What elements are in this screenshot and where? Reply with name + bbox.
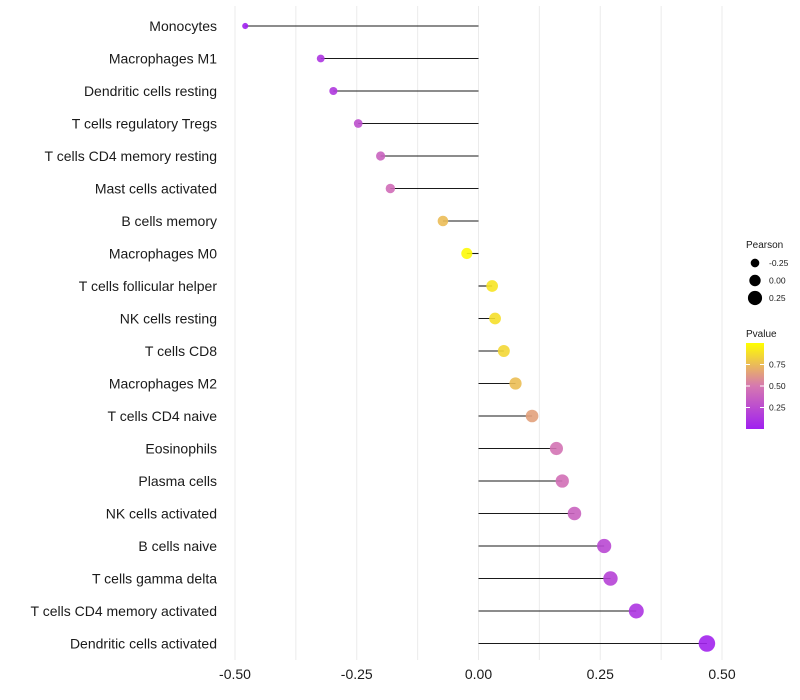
point — [376, 151, 386, 161]
point — [385, 183, 396, 194]
point — [353, 119, 363, 128]
point — [603, 571, 618, 586]
y-tick-label: Macrophages M1 — [109, 51, 217, 67]
legend-size-items: -0.25 0.00 0.25 — [747, 258, 789, 306]
y-tick-label: B cells memory — [121, 213, 217, 229]
point — [497, 345, 510, 357]
legend-size-title: Pearson — [746, 240, 783, 251]
y-tick-label: T cells CD4 memory resting — [45, 148, 217, 164]
legend-size-key — [749, 274, 761, 287]
y-tick-label: T cells CD4 memory activated — [31, 603, 217, 619]
y-tick-label: Plasma cells — [138, 473, 217, 489]
legend-color-label: 0.50 — [769, 381, 786, 391]
legend-color-label: 0.75 — [769, 360, 786, 370]
y-tick-label: Macrophages M0 — [109, 246, 217, 262]
legend-colorbar — [746, 343, 764, 429]
x-axis-labels: -0.50 -0.25 0.00 0.25 0.50 — [219, 666, 736, 682]
legend-size-label: 0.25 — [769, 293, 786, 303]
y-tick-label: T cells CD4 naive — [108, 408, 218, 424]
y-axis-labels: Monocytes Macrophages M1 Dendritic cells r… — [31, 18, 218, 652]
y-tick-label: NK cells resting — [120, 311, 217, 327]
y-tick-label: NK cells activated — [106, 506, 217, 522]
y-tick-label: Macrophages M2 — [109, 376, 217, 392]
legend: Pearson -0.25 0.00 0.25 Pvalue 0.75 0.50 0.2… — [746, 240, 789, 429]
y-tick-label: Dendritic cells resting — [84, 83, 217, 99]
y-tick-label: B cells naive — [138, 538, 217, 554]
point — [242, 22, 249, 30]
point — [698, 635, 716, 652]
point — [525, 409, 539, 423]
legend-color-ticks: 0.75 0.50 0.25 — [746, 360, 786, 413]
y-tick-label: Mast cells activated — [95, 181, 217, 197]
point — [555, 474, 569, 488]
legend-size-key — [750, 258, 760, 268]
grid-lines — [234, 6, 723, 660]
point — [567, 506, 582, 521]
legend-size-key — [747, 290, 763, 306]
y-tick-label: Dendritic cells activated — [70, 636, 217, 652]
x-tick-label: 0.00 — [465, 666, 492, 682]
stems — [245, 25, 707, 645]
y-tick-label: T cells CD8 — [145, 343, 217, 359]
legend-color-title: Pvalue — [746, 329, 777, 340]
x-tick-label: 0.50 — [708, 666, 735, 682]
legend-size-label: -0.25 — [769, 258, 789, 268]
point — [628, 603, 644, 619]
x-tick-label: 0.25 — [587, 666, 614, 682]
x-tick-label: -0.25 — [341, 666, 373, 682]
legend-color-label: 0.25 — [769, 403, 786, 413]
y-tick-label: T cells gamma delta — [92, 571, 217, 587]
x-tick-label: -0.50 — [219, 666, 251, 682]
points — [242, 22, 716, 652]
point — [486, 280, 498, 292]
point — [329, 86, 338, 96]
y-tick-label: Monocytes — [149, 18, 217, 34]
point — [316, 54, 325, 63]
point — [437, 215, 449, 227]
y-tick-label: T cells regulatory Tregs — [72, 116, 217, 132]
point — [489, 312, 501, 325]
point — [549, 441, 563, 456]
point — [597, 538, 612, 554]
point — [509, 377, 522, 390]
y-tick-label: T cells follicular helper — [79, 278, 218, 294]
legend-size-label: 0.00 — [769, 276, 786, 286]
y-tick-label: Eosinophils — [145, 441, 217, 457]
point — [461, 247, 473, 260]
